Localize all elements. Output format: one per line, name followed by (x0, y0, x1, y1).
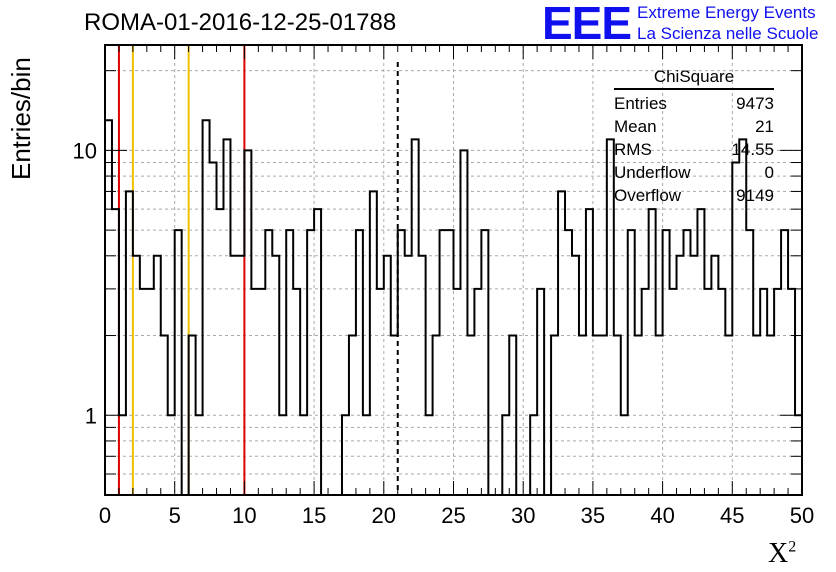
stats-label: RMS (614, 140, 652, 159)
plot-title: ROMA-01-2016-12-25-01788 (84, 9, 397, 36)
stats-value: 14.55 (731, 140, 774, 159)
stats-row: Entries 9473 (614, 92, 774, 115)
stats-title: ChiSquare (614, 67, 774, 90)
x-tick-label: 40 (650, 503, 674, 528)
eee-tagline-line1: Extreme Energy Events (637, 3, 816, 22)
x-tick-label: 25 (441, 503, 465, 528)
stats-label: Entries (614, 94, 667, 113)
x-tick-label: 20 (372, 503, 396, 528)
x-axis-label: X2 (768, 538, 796, 570)
eee-logo: EEE (542, 0, 632, 49)
stats-value: 9149 (736, 186, 774, 205)
eee-tagline-line2: La Scienza nelle Scuole (637, 24, 819, 43)
stats-value: 21 (755, 117, 774, 136)
eee-tagline: Extreme Energy Events La Scienza nelle S… (637, 2, 818, 44)
x-axis-label-sup: 2 (788, 538, 797, 556)
stats-value: 9473 (736, 94, 774, 113)
y-axis-label: Entries/bin (6, 57, 36, 180)
y-tick-label: 1 (85, 403, 97, 428)
stats-row: Mean 21 (614, 115, 774, 138)
x-tick-label: 30 (511, 503, 535, 528)
stats-box: ChiSquare Entries 9473 Mean 21 RMS 14.55 Un… (614, 67, 774, 207)
tick-labels: 0 5 10 15 20 25 30 35 40 45 50 1 10 (73, 138, 815, 528)
y-tick-label: 10 (73, 138, 97, 163)
x-tick-label: 5 (169, 503, 181, 528)
stats-value: 0 (764, 163, 774, 182)
x-tick-label: 45 (720, 503, 744, 528)
stats-label: Mean (614, 117, 657, 136)
histogram-line (104, 119, 803, 496)
x-axis-label-base: X (768, 538, 789, 569)
x-tick-label: 50 (790, 503, 814, 528)
stats-row: Underflow 0 (614, 161, 774, 184)
stats-row: RMS 14.55 (614, 138, 774, 161)
axis-ticks (104, 45, 803, 496)
x-tick-label: 10 (232, 503, 256, 528)
stats-row: Overflow 9149 (614, 184, 774, 207)
x-tick-label: 35 (581, 503, 605, 528)
x-tick-label: 0 (99, 503, 111, 528)
stats-label: Overflow (614, 186, 682, 205)
x-tick-label: 15 (302, 503, 326, 528)
stats-label: Underflow (614, 163, 691, 182)
